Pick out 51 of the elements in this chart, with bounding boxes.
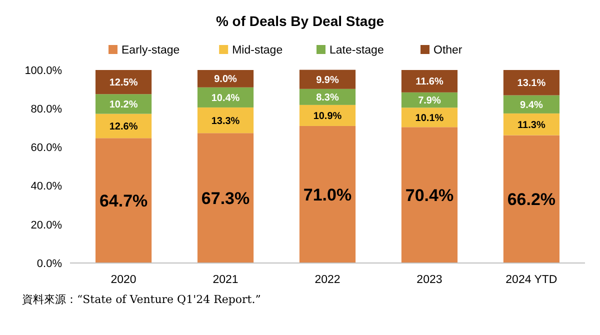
data-label: 12.5% [109,78,138,89]
data-label: 7.9% [418,96,441,107]
data-label: 10.9% [313,110,342,122]
data-label: 8.3% [316,92,340,104]
data-label: 10.2% [109,99,138,110]
y-tick-label: 0.0% [36,258,62,270]
data-label: 9.9% [316,74,340,86]
data-label: 66.2% [507,190,556,210]
data-label: 71.0% [303,185,352,204]
legend-label: Late-stage [330,44,384,56]
x-tick-label: 2022 [314,274,340,286]
bar [197,107,254,134]
y-tick-label: 100.0% [24,64,62,77]
bar [197,133,254,263]
y-tick-label: 20.0% [30,219,62,232]
bar [197,70,254,88]
data-label: 10.1% [415,112,444,124]
x-tick-label: 2024 YTD [506,274,558,286]
x-tick-label: 2021 [212,274,238,286]
y-tick-label: 60.0% [30,142,62,154]
data-label: 9.4% [520,100,543,111]
bar [503,70,560,96]
legend-label: Mid-stage [232,44,283,56]
bar [95,138,152,263]
bar [299,70,356,89]
data-label: 64.7% [99,192,148,211]
source-note: 資料來源：“State of Venture Q1'24 Report.” [22,293,261,306]
y-tick-label: 80.0% [30,103,62,116]
legend-label: Other [434,44,462,56]
bar [401,108,458,128]
data-label: 13.1% [517,78,546,90]
bar [95,94,152,114]
bar [401,127,458,263]
data-label: 10.4% [211,92,240,104]
data-label: 70.4% [405,186,454,206]
data-label: 11.6% [416,76,444,88]
legend-label: Early-stage [122,44,180,56]
bar [95,114,152,138]
chart-title: % of Deals By Deal Stage [216,13,384,29]
data-label: 11.3% [518,120,546,131]
data-label: 13.3% [211,116,240,127]
bar [95,70,152,94]
y-tick-label: 40.0% [30,180,62,193]
x-tick-label: 2023 [416,274,442,286]
bar [503,135,560,263]
bar [401,70,458,92]
x-tick-label: 2020 [110,274,136,286]
data-label: 12.6% [109,121,138,132]
bar [299,126,356,263]
data-label: 9.0% [214,74,238,86]
data-label: 67.3% [201,189,250,208]
